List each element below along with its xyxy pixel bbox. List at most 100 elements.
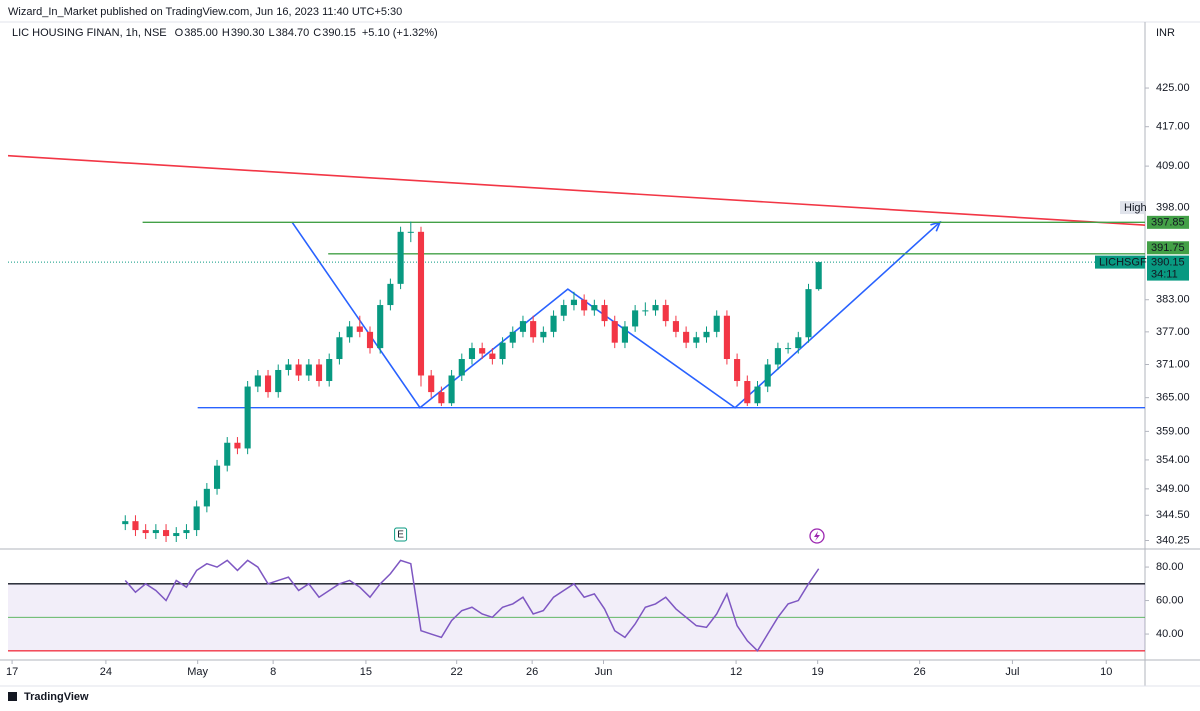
lightning-bolt bbox=[814, 531, 820, 541]
candle-body bbox=[815, 262, 822, 290]
y-tick-label: 359.00 bbox=[1156, 425, 1190, 437]
high-value: 398.00 bbox=[1156, 201, 1190, 213]
candle-body bbox=[224, 442, 231, 466]
candle-body bbox=[366, 331, 374, 349]
candle-body bbox=[438, 392, 445, 404]
x-tick-label: 8 bbox=[270, 666, 276, 678]
candle-body bbox=[795, 337, 802, 349]
candle-body bbox=[397, 231, 404, 284]
candle-body bbox=[632, 310, 639, 327]
x-tick-label: 26 bbox=[914, 666, 926, 678]
event-marker-box bbox=[394, 527, 408, 542]
candle-body bbox=[601, 305, 608, 322]
y-tick-label: 340.25 bbox=[1156, 534, 1190, 546]
candle-body bbox=[213, 465, 221, 489]
candle-body bbox=[315, 364, 323, 382]
candle-body bbox=[560, 305, 567, 316]
candle-body bbox=[356, 326, 363, 332]
countdown-label: 34:11 bbox=[1147, 267, 1189, 281]
x-tick-label: Jul bbox=[1005, 666, 1019, 678]
x-tick-label: 24 bbox=[100, 666, 112, 678]
candle-body bbox=[122, 521, 129, 525]
y-tick-label: 344.50 bbox=[1156, 509, 1190, 521]
y-tick-label: 354.00 bbox=[1156, 454, 1190, 466]
candle-body bbox=[509, 331, 516, 343]
candle-body bbox=[193, 506, 200, 531]
candle-body bbox=[305, 364, 312, 376]
candle-body bbox=[519, 321, 527, 332]
x-tick-label: 15 bbox=[360, 666, 372, 678]
rsi-line bbox=[124, 559, 820, 652]
candle-body bbox=[254, 375, 261, 387]
candle-body bbox=[428, 375, 435, 393]
y-tick-label: 365.00 bbox=[1156, 392, 1190, 404]
candle-body bbox=[234, 442, 241, 449]
brand: TradingView bbox=[8, 691, 89, 703]
high-label-box bbox=[1120, 201, 1144, 215]
hline-label: 397.85 bbox=[1147, 215, 1189, 229]
brand-logo bbox=[8, 692, 17, 701]
ticker-label-box bbox=[1095, 255, 1145, 269]
candle-body bbox=[264, 375, 272, 393]
candle-body bbox=[744, 381, 751, 404]
legend-key: H bbox=[222, 27, 230, 39]
candle-body bbox=[652, 305, 659, 311]
x-tick-label: 22 bbox=[451, 666, 463, 678]
candle-body bbox=[326, 359, 333, 382]
hline-label: 391.75 bbox=[1147, 241, 1189, 255]
x-tick-label: 10 bbox=[1100, 666, 1112, 678]
x-tick-label: May bbox=[187, 666, 208, 678]
y-tick-label: 377.00 bbox=[1156, 326, 1190, 338]
candle-body bbox=[621, 326, 628, 343]
candle-body bbox=[244, 386, 251, 449]
candle-body bbox=[132, 521, 139, 531]
publish-header: Wizard_In_Market published on TradingVie… bbox=[8, 6, 402, 18]
candle-body bbox=[550, 315, 557, 332]
candle-body bbox=[142, 530, 149, 534]
y-tick-label: 383.00 bbox=[1156, 294, 1190, 306]
candle-body bbox=[387, 283, 394, 306]
candle-body bbox=[591, 305, 598, 311]
candle-body bbox=[530, 321, 537, 338]
last-price-label: 390.15 bbox=[1147, 255, 1189, 269]
brand-name: TradingView bbox=[24, 691, 89, 703]
candle-body bbox=[489, 353, 496, 360]
candle-body bbox=[703, 331, 710, 338]
candle-body bbox=[285, 364, 292, 370]
axes: 425.00 417.00 409.00 383.00 377.00 371.00 365.… bbox=[6, 82, 1190, 678]
countdown-label-text: 34:11 bbox=[1151, 269, 1178, 281]
legend-key: O bbox=[175, 27, 184, 39]
y-tick-label: 349.00 bbox=[1156, 483, 1190, 495]
x-tick-label: Jun bbox=[595, 666, 613, 678]
candle-body bbox=[764, 364, 771, 387]
candle-body bbox=[672, 321, 679, 332]
candle-body bbox=[570, 299, 578, 306]
legend-key: L bbox=[268, 27, 274, 39]
candle-body bbox=[203, 488, 210, 507]
rsi-pane bbox=[8, 559, 1145, 652]
candle-body bbox=[336, 337, 343, 360]
y-tick-label: 371.00 bbox=[1156, 358, 1190, 370]
candle-body bbox=[785, 348, 792, 350]
candle-body bbox=[581, 299, 588, 311]
price-pane: E bbox=[8, 154, 1145, 543]
legend-value: 384.70 bbox=[276, 27, 310, 39]
candle-body bbox=[295, 364, 302, 376]
candle-body bbox=[417, 231, 425, 376]
candle-body bbox=[805, 289, 812, 338]
legend-value: 385.00 bbox=[184, 27, 218, 39]
candle-body bbox=[173, 533, 180, 537]
candle-body bbox=[468, 348, 476, 360]
candle-body bbox=[693, 337, 700, 343]
candle-body bbox=[611, 321, 618, 343]
candle-body bbox=[499, 342, 506, 360]
rsi-y-tick-label: 60.00 bbox=[1156, 594, 1184, 606]
legend-value: 390.15 bbox=[322, 27, 356, 39]
ticker-label: LICHSGFIN bbox=[1095, 255, 1158, 269]
last-price-label-text: 390.15 bbox=[1151, 257, 1185, 269]
x-tick-label: 26 bbox=[526, 666, 538, 678]
candle-body bbox=[642, 310, 649, 312]
symbol-name: LIC HOUSING FINAN, 1h, NSE bbox=[12, 27, 167, 39]
rsi-y-tick-label: 80.00 bbox=[1156, 561, 1184, 573]
